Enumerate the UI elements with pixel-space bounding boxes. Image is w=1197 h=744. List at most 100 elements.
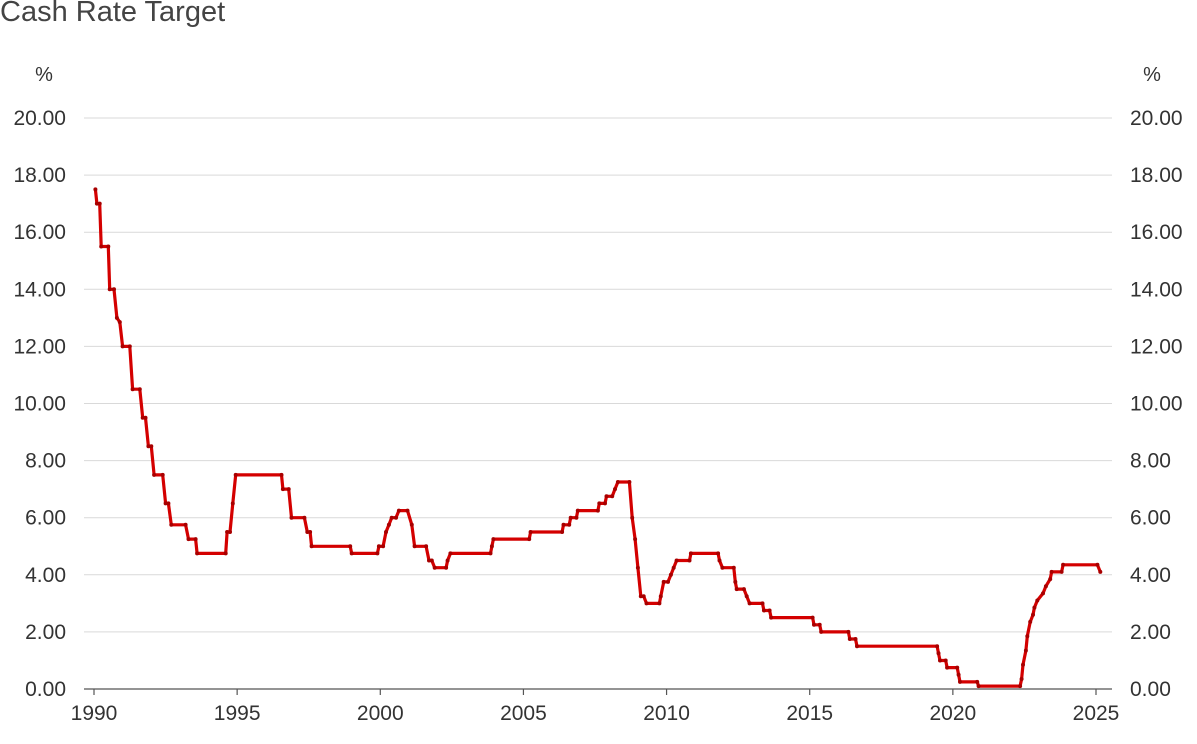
data-point [94,201,99,206]
data-point [956,672,961,677]
data-point [166,501,171,506]
data-point [604,494,609,499]
data-point [488,551,493,556]
data-point [444,565,449,570]
data-point [97,201,102,206]
data-point [720,565,725,570]
y-tick-label-right: 16.00 [1130,221,1183,244]
y-tick-label-left: 12.00 [13,335,66,358]
data-point [819,629,824,634]
data-point [847,637,852,641]
data-point [305,530,310,534]
data-point [160,472,165,477]
data-point [610,494,615,499]
data-point [112,287,116,292]
data-point [349,551,354,556]
data-point [1021,662,1025,667]
data-point [230,501,235,506]
data-point [233,472,238,477]
data-point [575,508,580,513]
data-point [396,508,401,513]
data-point [936,651,941,656]
y-tick-label-right: 18.00 [1130,164,1183,187]
data-point [405,508,410,513]
data-point [567,522,572,527]
data-point [1059,569,1064,574]
data-point [644,601,649,606]
data-point [412,544,417,549]
x-tick-label: 1990 [71,702,118,725]
data-point [661,579,666,584]
data-point [635,565,640,570]
y-tick-label-right: 6.00 [1130,507,1171,530]
data-point [193,537,198,542]
data-point [143,415,148,420]
data-point [671,565,676,570]
x-tick-label: 1995 [214,702,261,725]
data-point [853,637,858,641]
data-point [958,679,962,684]
chart-title: Cash Rate Target [0,0,226,28]
series-layer [93,187,1103,689]
data-point [1049,569,1054,574]
data-point [627,480,632,484]
data-point [117,320,122,325]
y-axis-unit-left: % [35,64,53,86]
data-point [394,515,398,520]
data-point [163,501,168,506]
data-point [716,551,721,556]
x-tick-labels: 1990 1995 2000 2005 2010 2015 2020 2025 [71,702,1120,725]
data-point [741,587,746,592]
data-point [1041,591,1045,596]
data-point [491,537,496,542]
data-point [228,530,232,534]
data-point [432,565,437,570]
x-tick-label: 2000 [357,702,404,725]
y-tick-label-left: 6.00 [25,507,66,530]
axes [84,688,1112,695]
data-point [975,679,980,684]
data-point [137,387,142,392]
data-point [302,515,307,520]
data-point [767,608,772,613]
y-tick-label-right: 14.00 [1130,278,1183,301]
data-point [1025,634,1030,639]
data-point [348,544,353,549]
data-point [308,530,313,534]
data-point [376,544,381,549]
x-tick-label: 2020 [929,702,976,725]
data-point [1023,648,1028,653]
y-tick-label-right: 2.00 [1130,621,1171,644]
data-point [574,515,579,520]
data-point [817,622,822,627]
data-point [747,601,752,606]
data-point [630,515,635,520]
data-point [186,537,191,542]
data-point [384,530,388,534]
x-tick-label: 2005 [500,702,547,725]
data-point [1018,684,1023,689]
data-point [597,501,602,506]
data-point [106,244,111,249]
data-point [945,665,950,670]
data-point [769,615,774,620]
gridlines [84,117,1112,633]
data-point [717,558,722,563]
data-point [448,551,453,556]
data-point [286,487,291,492]
data-point [93,187,98,192]
data-point [1028,619,1033,624]
data-point [1098,569,1103,574]
data-point [935,644,940,649]
data-point [846,629,851,634]
data-point [666,579,670,584]
data-point [1095,562,1100,567]
y-tick-label-left: 18.00 [13,164,66,187]
data-point [744,594,749,599]
data-point [733,579,738,584]
data-point [1035,598,1040,603]
data-point [760,601,765,606]
data-point [225,530,230,534]
data-point [375,551,380,556]
data-point [140,415,145,420]
